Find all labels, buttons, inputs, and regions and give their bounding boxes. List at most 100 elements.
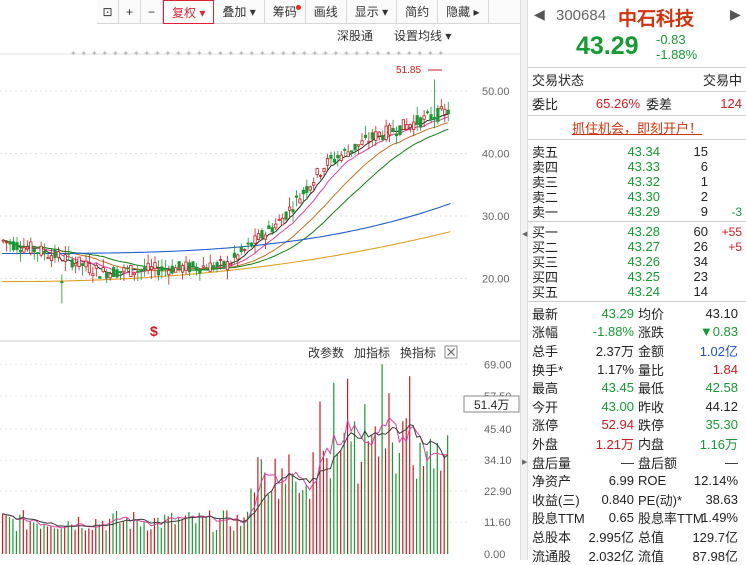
zoom-in-button[interactable]: + [119, 0, 141, 24]
vol-tick-label: 22.90 [484, 486, 512, 498]
collapse-left-icon[interactable]: ◀ [522, 231, 528, 238]
vol-tick-label: 45.40 [484, 424, 512, 436]
sell-level-4[interactable]: 卖二 43.30 2 [528, 189, 746, 205]
level-label: 卖一 [532, 205, 559, 220]
stat-row: 收益(三) 0.840 PE(动)* 38.63 [528, 490, 746, 509]
candle-body [146, 262, 150, 271]
candle-body [149, 266, 154, 270]
stat-value: 42.58 [705, 380, 738, 396]
stat-label: 量比 [638, 362, 665, 378]
sell-level-5[interactable]: 卖一 43.29 9 -3 [528, 204, 746, 220]
notify-dot [295, 5, 301, 10]
sgt-label[interactable]: 深股通 [337, 29, 373, 43]
price-tick-label: 30.00 [482, 211, 510, 223]
level-change: +55 [721, 224, 742, 239]
trade-status-value: 交易中 [702, 73, 742, 88]
candle-body [253, 235, 257, 244]
dollar-marker-icon[interactable]: $ [150, 323, 158, 339]
stat-value: 2.995亿 [588, 529, 634, 545]
candle-body [91, 273, 95, 277]
candle-body [408, 124, 412, 128]
buy-level-1[interactable]: 买一 43.28 60 +55 [528, 224, 746, 240]
stat-value: 0.65 [608, 510, 634, 526]
wb-value: 65.26% [595, 96, 640, 111]
stat-value: 52.94 [601, 417, 634, 433]
candle-body [115, 269, 119, 278]
chip-button[interactable]: 筹码 [265, 0, 306, 24]
stat-value: 12.14% [693, 473, 738, 489]
switch-indicator-button[interactable]: 换指标 [400, 345, 436, 360]
hide-button[interactable]: 隐藏 ▸ [438, 0, 489, 24]
candle-body [129, 264, 133, 277]
stock-name[interactable]: 中石科技 [618, 9, 695, 30]
stat-value: — [725, 454, 738, 470]
sell-orderbook: 卖五 43.34 15 卖四 43.33 6 卖三 43.32 1 卖二 43.30 2 卖一 43.29… [528, 140, 746, 222]
add-indicator-button[interactable]: 加指标 [354, 345, 390, 360]
stat-row: 股息TTM 0.65 股息率TTM 1.49% [528, 509, 746, 528]
candle-body [77, 256, 81, 267]
stat-row: 涨停 52.94 跌停 35.30 [528, 416, 746, 435]
signal-star-icon: ✦ [385, 49, 392, 58]
overlay-dropdown[interactable]: 叠加 ▾ [214, 0, 265, 24]
candle-body [218, 259, 223, 261]
brief-button[interactable]: 简约 [397, 0, 439, 24]
candle-body [53, 248, 57, 259]
draw-line-button[interactable]: 画线 [306, 0, 347, 24]
signal-star-icon: ✦ [238, 49, 245, 58]
signal-star-icon: ✦ [396, 49, 403, 58]
level-label: 卖二 [532, 190, 559, 205]
stat-label: 跌停 [638, 418, 665, 434]
trade-status-label: 交易状态 [532, 73, 585, 88]
splitter[interactable]: ◀ ▶ [520, 0, 528, 560]
candle-body [339, 154, 343, 161]
prev-stock-icon[interactable]: ◀ [534, 6, 545, 22]
next-stock-icon[interactable]: ▶ [730, 6, 741, 22]
sell-level-2[interactable]: 卖四 43.33 6 [528, 159, 746, 175]
candle-body [343, 148, 347, 151]
stat-label: 总值 [638, 529, 665, 545]
buy-level-5[interactable]: 买五 43.24 14 [528, 284, 746, 300]
fq-dropdown[interactable]: 复权 ▾ [163, 0, 215, 24]
display-dropdown[interactable]: 显示 ▾ [347, 0, 398, 24]
zoom-out-button[interactable]: − [141, 0, 163, 24]
stat-value: 129.7亿 [692, 529, 738, 545]
sell-level-3[interactable]: 卖三 43.32 1 [528, 174, 746, 190]
level-volume: 2 [700, 189, 708, 204]
candle-body [284, 211, 288, 220]
candle-body [170, 265, 174, 274]
close-indicator-icon[interactable] [444, 345, 458, 359]
stat-row: 盘后量 — 盘后额 — [528, 453, 746, 472]
buy-level-2[interactable]: 买二 43.27 26 +5 [528, 239, 746, 255]
candle-body [425, 111, 430, 114]
candle-body [139, 269, 143, 272]
candle-body [294, 195, 299, 198]
stat-row: 最新 43.29 均价 43.10 [528, 304, 746, 323]
sell-level-1[interactable]: 卖五 43.34 15 [528, 144, 746, 160]
signal-star-icon: ✦ [133, 49, 140, 58]
candle-body [353, 143, 357, 151]
level-label: 买五 [532, 285, 559, 300]
change-params-button[interactable]: 改参数 [308, 345, 344, 360]
lock-icon[interactable]: ⊡ [97, 0, 119, 24]
signal-star-icon: ✦ [438, 49, 445, 58]
candle-body [18, 249, 23, 253]
candle-body [1, 239, 5, 242]
ma120-line [2, 231, 451, 283]
stat-row: 换手* 1.17% 量比 1.84 [528, 360, 746, 379]
expand-right-icon[interactable]: ▶ [522, 459, 528, 466]
ma-setting-button[interactable]: 设置均线 ▾ [394, 29, 451, 43]
open-account-link[interactable]: 抓住机会，即刻开户！ [528, 116, 746, 140]
buy-level-4[interactable]: 买四 43.25 23 [528, 269, 746, 285]
level-price: 43.26 [627, 254, 660, 269]
stat-label: 换手* [532, 362, 564, 378]
signal-star-icon: ✦ [259, 49, 266, 58]
candle-body [350, 150, 354, 153]
signal-star-icon: ✦ [81, 49, 88, 58]
candle-body [84, 260, 88, 268]
signal-star-icon: ✦ [354, 49, 361, 58]
candle-body [8, 241, 12, 245]
signal-star-icon: ✦ [165, 49, 172, 58]
buy-level-3[interactable]: 买三 43.26 34 [528, 254, 746, 270]
signal-star-icon: ✦ [270, 49, 277, 58]
